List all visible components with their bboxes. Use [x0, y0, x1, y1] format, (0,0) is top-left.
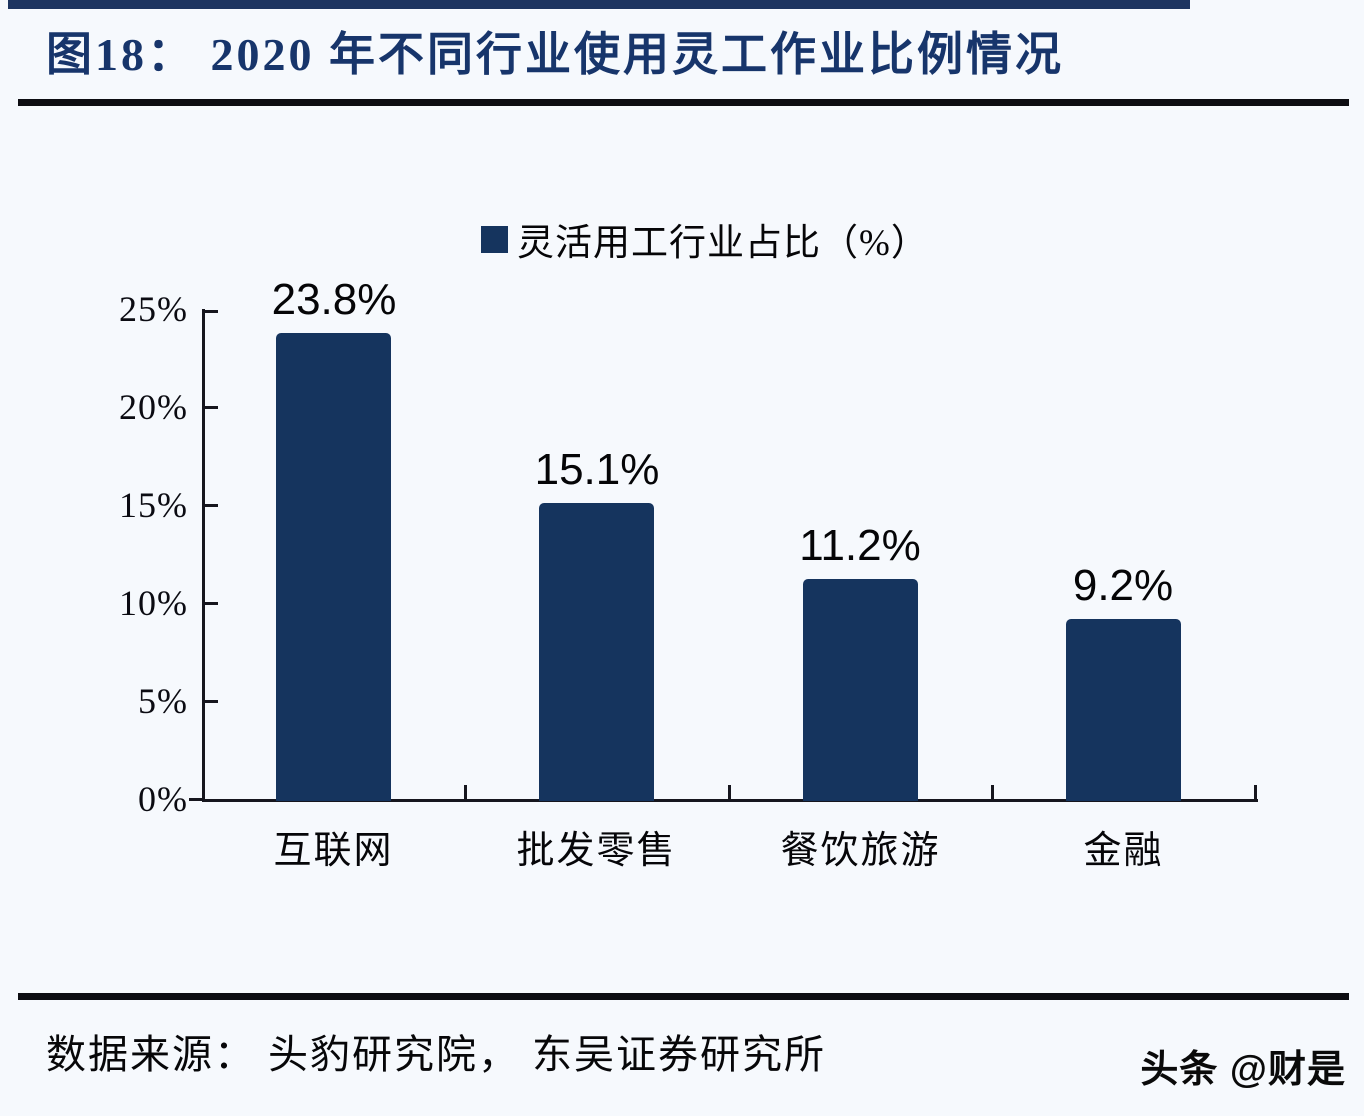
data-source-text: 数据来源： 头豹研究院， 东吴证券研究所	[46, 1032, 826, 1077]
y-axis-label: 25%	[119, 289, 188, 329]
x-category-label: 互联网	[273, 830, 394, 872]
x-axis-line	[202, 799, 1258, 802]
y-axis-tick	[205, 700, 218, 703]
y-axis-tick	[189, 798, 202, 801]
y-axis-tick	[205, 406, 218, 409]
bar-批发零售	[539, 503, 654, 801]
chart-legend: 灵活用工行业占比（%）	[481, 212, 929, 266]
toutiao-watermark: 头条 @财是	[1140, 1049, 1346, 1091]
x-category-label: 餐饮旅游	[780, 830, 941, 872]
y-axis-label: 15%	[119, 485, 188, 525]
y-axis-label: 10%	[119, 583, 188, 623]
x-category-label: 金融	[1083, 830, 1164, 872]
legend-label: 灵活用工行业占比（%）	[517, 223, 929, 264]
y-axis-line	[202, 309, 205, 802]
bar-互联网	[276, 333, 391, 801]
bar-value-label: 9.2%	[1072, 561, 1174, 610]
top-accent-bar	[8, 0, 1190, 9]
legend-swatch-icon	[481, 225, 508, 253]
x-category-label: 批发零售	[516, 830, 677, 872]
footer-divider	[18, 993, 1349, 1000]
bar-value-label: 11.2%	[799, 521, 921, 570]
y-axis-tick	[205, 602, 218, 605]
bar-餐饮旅游	[803, 579, 918, 801]
x-axis-tick	[990, 785, 994, 799]
bar-金融	[1066, 619, 1181, 801]
y-axis-tick	[205, 504, 218, 507]
bar-value-label: 15.1%	[534, 445, 660, 494]
y-axis-label: 0%	[138, 779, 188, 819]
y-axis-label: 5%	[138, 681, 188, 721]
figure-title: 图18： 2020 年不同行业使用灵工作业比例情况	[46, 29, 1064, 80]
bar-value-label: 23.8%	[271, 275, 397, 324]
title-divider	[18, 99, 1349, 106]
x-axis-tick	[727, 785, 731, 799]
y-axis-tick	[205, 310, 218, 313]
x-axis-tick	[1254, 785, 1257, 799]
x-axis-tick	[464, 785, 468, 799]
y-axis-label: 20%	[119, 387, 188, 427]
